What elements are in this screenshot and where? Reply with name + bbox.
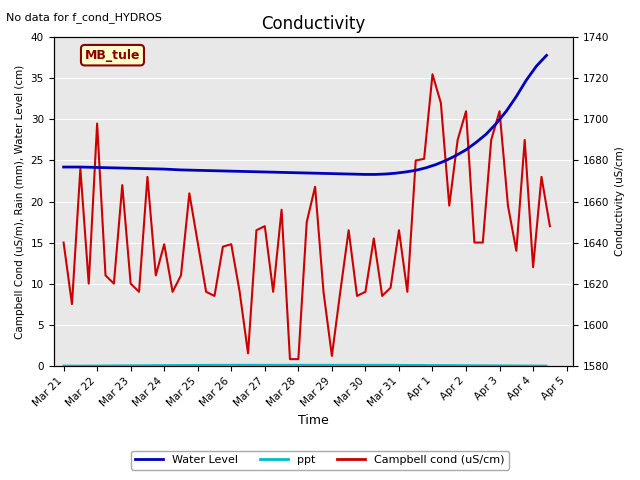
Text: No data for f_cond_HYDROS: No data for f_cond_HYDROS: [6, 12, 163, 23]
Title: Conductivity: Conductivity: [261, 15, 365, 33]
Y-axis label: Campbell Cond (uS/m), Rain (mm), Water Level (cm): Campbell Cond (uS/m), Rain (mm), Water L…: [15, 64, 25, 339]
Legend: Water Level, ppt, Campbell cond (uS/cm): Water Level, ppt, Campbell cond (uS/cm): [131, 451, 509, 469]
Text: MB_tule: MB_tule: [84, 48, 140, 61]
X-axis label: Time: Time: [298, 414, 329, 427]
Y-axis label: Conductivity (uS/cm): Conductivity (uS/cm): [615, 147, 625, 256]
